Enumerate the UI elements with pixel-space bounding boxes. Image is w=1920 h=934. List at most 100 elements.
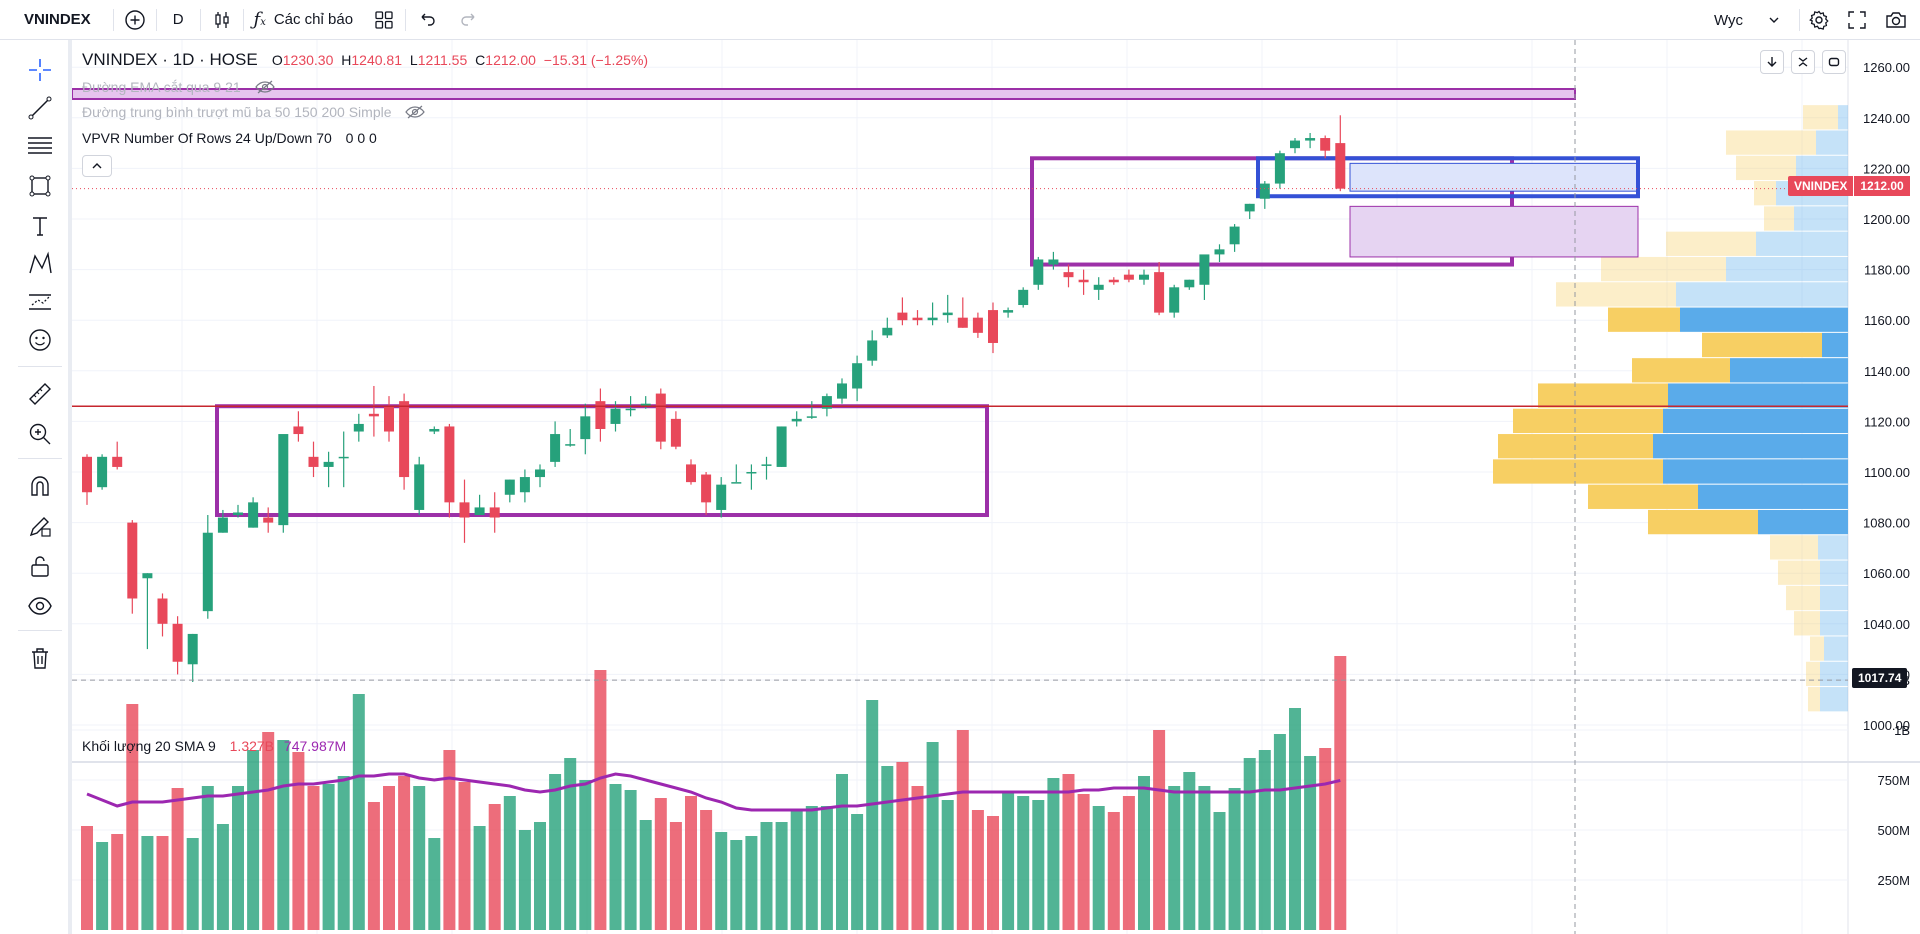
- candle-body: [414, 464, 425, 510]
- price-tick-label: 1260.00: [1863, 60, 1910, 75]
- candle-body: [1290, 140, 1300, 149]
- support-zone: [1349, 205, 1639, 258]
- ohlc-values: O1230.30 H1240.81 L1211.55 C1212.00 −15.…: [272, 52, 648, 68]
- candle-body: [806, 416, 817, 418]
- volume-bar: [685, 796, 697, 930]
- gear-icon: [1809, 10, 1829, 30]
- volume-bar: [1273, 734, 1286, 930]
- candle-body: [1048, 259, 1059, 265]
- volume-tick-label: 750M: [1877, 773, 1910, 788]
- candle-body: [1335, 143, 1346, 189]
- snapshot-button[interactable]: [1876, 0, 1920, 40]
- toolbar-divider: [242, 8, 244, 31]
- candle-body: [625, 408, 636, 411]
- settings-button[interactable]: [1800, 0, 1838, 40]
- volume-bar: [896, 762, 909, 930]
- volume-profile-up-bar: [1668, 383, 1848, 408]
- trendline-tool[interactable]: [24, 92, 56, 124]
- text-tool[interactable]: [24, 210, 56, 242]
- watchlist-dropdown[interactable]: Wyc: [1704, 0, 1799, 40]
- candle-body: [746, 472, 757, 474]
- toolbar-divider: [18, 630, 62, 631]
- hidden-eye-icon[interactable]: [405, 105, 426, 119]
- hidden-eye-icon[interactable]: [254, 80, 275, 94]
- magnet-tool[interactable]: [24, 470, 56, 502]
- candle-body: [640, 403, 651, 407]
- interval-button[interactable]: D: [172, 11, 184, 28]
- collapse-pane-button[interactable]: [1791, 50, 1815, 74]
- symbol-search-button[interactable]: VNINDEX: [24, 11, 91, 28]
- candle-body: [519, 477, 530, 493]
- move-pane-down-button[interactable]: [1760, 50, 1784, 74]
- chart-canvas[interactable]: 1000.001020.001040.001060.001080.001100.…: [72, 40, 1920, 934]
- candle-body: [595, 401, 606, 429]
- candle-body: [988, 310, 998, 343]
- volume-legend[interactable]: Khối lượng 20 SMA 9 1.327B 747.987M: [82, 738, 346, 754]
- volume-profile-down-bar: [1632, 358, 1730, 383]
- volume-profile-down-bar: [1556, 282, 1676, 307]
- candle-body: [1274, 153, 1285, 184]
- price-tick-label: 1060.00: [1863, 566, 1910, 581]
- layouts-button[interactable]: [363, 0, 405, 40]
- volume-profile: [1493, 105, 1848, 712]
- volume-bar: [805, 806, 818, 930]
- volume-bar: [111, 834, 124, 930]
- volume-bar: [549, 774, 562, 930]
- redo-button[interactable]: [448, 0, 490, 40]
- remove-drawings-tool[interactable]: [24, 642, 56, 674]
- crosshair-tool[interactable]: [24, 54, 56, 86]
- volume-profile-down-bar: [1810, 636, 1824, 661]
- volume-profile-up-bar: [1726, 256, 1848, 282]
- triple-ma-legend[interactable]: Đường trung bình trượt mũ ba 50 150 200 …: [82, 104, 426, 120]
- candle-body: [112, 456, 123, 467]
- candle-body: [1123, 274, 1134, 280]
- lock-drawings-tool[interactable]: [24, 550, 56, 582]
- compare-symbol-button[interactable]: [114, 0, 156, 40]
- price-tick-label: 1000.00: [1863, 718, 1910, 733]
- undo-button[interactable]: [406, 0, 448, 40]
- candle-body: [1018, 289, 1029, 306]
- candle-body: [852, 363, 863, 389]
- volume-profile-down-bar: [1803, 105, 1838, 130]
- ema-legend[interactable]: Đường EMA cắt qua 9 21: [82, 79, 275, 95]
- stay-drawing-tool[interactable]: [24, 510, 56, 542]
- volume-profile-down-bar: [1794, 611, 1820, 636]
- volume-profile-up-bar: [1820, 560, 1848, 585]
- shapes-tool[interactable]: [24, 170, 56, 202]
- collapse-legend-button[interactable]: [82, 155, 112, 177]
- candle-body: [550, 434, 561, 462]
- prediction-tool[interactable]: [24, 286, 56, 318]
- fib-tool[interactable]: [24, 130, 56, 162]
- legend-title[interactable]: VNINDEX · 1D · HOSE: [82, 50, 258, 69]
- ruler-tool[interactable]: [24, 378, 56, 410]
- volume-profile-up-bar: [1758, 509, 1848, 535]
- volume-bar: [971, 810, 984, 930]
- candle-body: [1033, 259, 1044, 285]
- candles-icon: [214, 11, 229, 28]
- zoom-tool[interactable]: [24, 418, 56, 450]
- price-tick-label: 1080.00: [1863, 516, 1910, 531]
- hide-drawings-tool[interactable]: [24, 590, 56, 622]
- volume-bar: [201, 786, 214, 930]
- emoji-tool[interactable]: [24, 324, 56, 356]
- vpvr-legend[interactable]: VPVR Number Of Rows 24 Up/Down 70 0 0 0: [82, 130, 377, 146]
- volume-profile-down-bar: [1666, 231, 1756, 256]
- volume-profile-up-bar: [1730, 358, 1848, 383]
- candle-body: [504, 479, 515, 495]
- candle-body: [882, 327, 893, 336]
- candle-body: [1305, 138, 1316, 141]
- volume-bar: [503, 796, 516, 930]
- chart-type-button[interactable]: [201, 0, 243, 40]
- indicators-button[interactable]: ƒx Các chỉ báo: [244, 0, 364, 40]
- price-axis: 1000.001020.001040.001060.001080.001100.…: [1863, 60, 1910, 888]
- fullscreen-button[interactable]: [1838, 0, 1876, 40]
- volume-profile-down-bar: [1601, 256, 1726, 282]
- pattern-tool[interactable]: [24, 248, 56, 280]
- volume-bar: [941, 800, 954, 930]
- last-price-value: 1212.00: [1853, 176, 1910, 196]
- eye-icon: [28, 597, 52, 615]
- maximize-pane-button[interactable]: [1822, 50, 1846, 74]
- volume-bar: [1213, 812, 1226, 930]
- candle-body: [187, 633, 198, 665]
- volume-bar: [1107, 812, 1120, 930]
